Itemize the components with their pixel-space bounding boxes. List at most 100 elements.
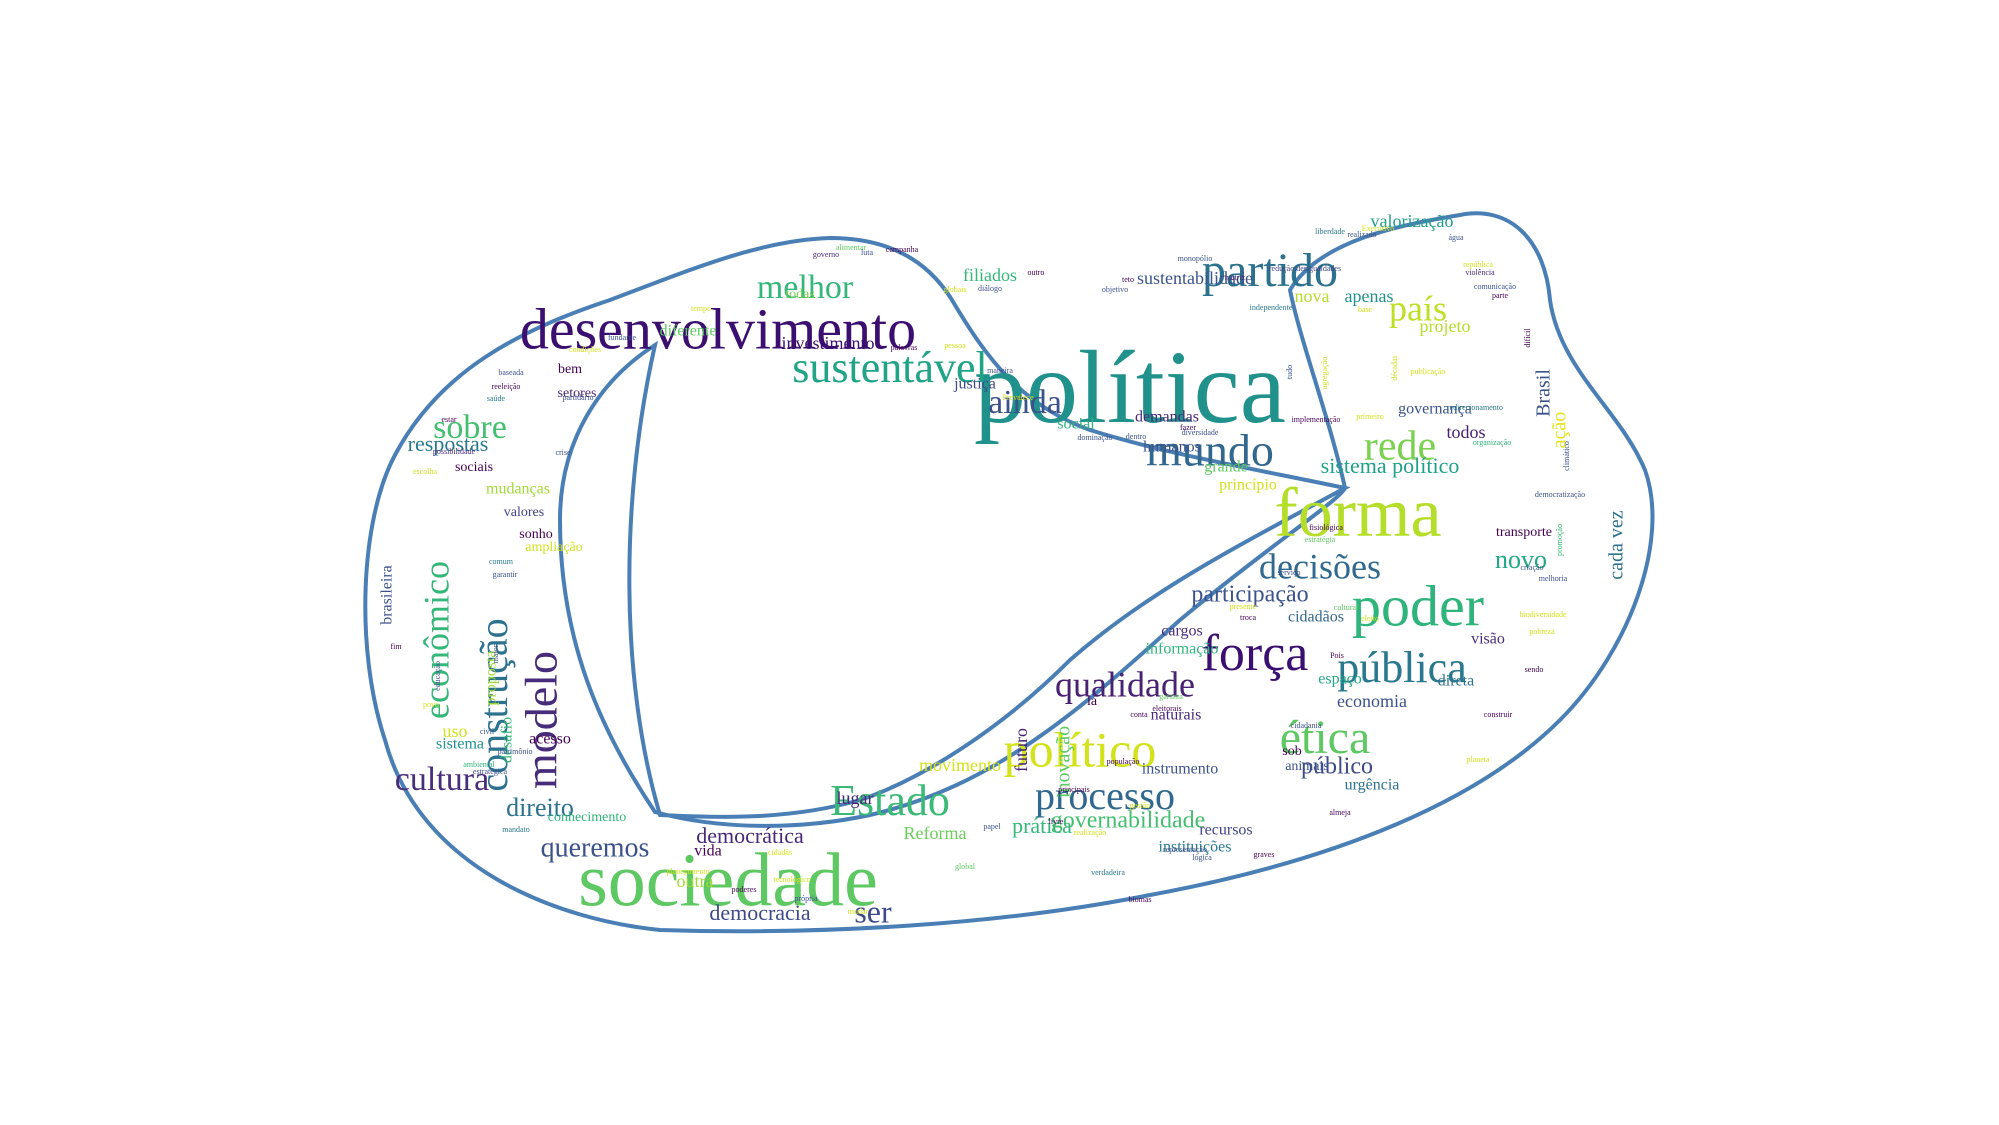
cloud-word: civil (480, 727, 495, 736)
cloud-word: diferente (660, 323, 717, 340)
cloud-word: qualidade (1055, 664, 1195, 704)
cloud-word: economia (1337, 691, 1407, 711)
cloud-word: público (1301, 754, 1373, 780)
cloud-word: animais (1285, 759, 1329, 774)
cloud-word: principais (1058, 785, 1090, 794)
cloud-word: liberdade (1315, 227, 1345, 236)
cloud-word: monopólio (1178, 254, 1213, 263)
cloud-word: gestão (1130, 801, 1150, 810)
cloud-word: sonho (519, 527, 552, 542)
cloud-word: planejamento (666, 867, 709, 876)
cloud-word: visão (1471, 631, 1505, 648)
cloud-word: república (1463, 260, 1493, 269)
cloud-word: desenvolvimento (520, 296, 916, 361)
cloud-word: mandato (502, 825, 530, 834)
cloud-word: cargos (1161, 623, 1202, 640)
cloud-word: uso (442, 721, 467, 741)
cloud-word: crise (555, 448, 571, 457)
cloud-word: primeiro (1356, 412, 1384, 421)
cloud-word: fundante (608, 333, 636, 342)
cloud-word: instrumento (1142, 761, 1218, 778)
cloud-word: conhecimento (548, 810, 627, 825)
cloud-word: democratização (1535, 490, 1585, 499)
cloud-word: base (1358, 305, 1373, 314)
cloud-word: realização (1074, 828, 1106, 837)
cloud-word: comum (489, 557, 514, 566)
cloud-word: processo (1035, 773, 1175, 818)
cloud-word: baseada (498, 368, 524, 377)
cloud-word: brasileira (379, 565, 396, 625)
cloud-word: poderes (732, 885, 757, 894)
cloud-word: diversidade (1182, 428, 1219, 437)
cloud-word: la (1087, 694, 1098, 709)
cloud-word: mundo (1146, 425, 1274, 476)
cloud-word: matriz (1225, 273, 1246, 282)
cloud-word: política (974, 330, 1286, 445)
cloud-word: Pois (1330, 651, 1344, 660)
cloud-word: construir (1484, 710, 1513, 719)
cloud-word: publicação (1411, 367, 1446, 376)
cloud-word: queremos (541, 832, 650, 863)
cloud-word: eleitorais (1152, 704, 1181, 713)
cloud-word: dentro (1126, 432, 1146, 441)
cloud-word: humanos (1143, 439, 1201, 456)
cloud-word: direito (506, 793, 574, 822)
cloud-word: ainda (988, 384, 1062, 421)
cloud-word: climático (1562, 441, 1571, 471)
cloud-word: melhor (757, 269, 854, 306)
cloud-word: respostas (408, 431, 489, 456)
cloud-word: Brasil (1533, 369, 1555, 417)
cloud-word: diálogo (978, 284, 1002, 293)
cloud-word: força (1202, 625, 1309, 682)
cloud-word: organização (1473, 438, 1512, 447)
cloud-word: participação (1191, 582, 1308, 608)
cloud-word: político (1004, 721, 1157, 777)
cloud-word: ampliação (525, 540, 583, 555)
cloud-word: democrática (696, 823, 804, 848)
cloud-word: novo (1495, 545, 1547, 574)
cloud-word: cidadania (1291, 721, 1322, 730)
cloud-word: prática (1012, 813, 1072, 838)
cloud-word: forma (1274, 475, 1441, 552)
cloud-word: futuro (1011, 728, 1031, 772)
cloud-word: implementação (1292, 415, 1341, 424)
cloud-word: Reforma (904, 823, 967, 843)
cloud-word: sob (1282, 744, 1301, 759)
cloud-word: parte (1492, 291, 1508, 300)
cloud-word: estratégia (1305, 535, 1336, 544)
cloud-word: reeleição (492, 382, 521, 391)
cloud-word: condições (569, 345, 601, 354)
cloud-word: teto (1122, 275, 1134, 284)
cloud-word: serviço (1277, 568, 1300, 577)
cloud-word: Executivo (1362, 224, 1394, 233)
cloud-outline (363, 211, 1655, 934)
cloud-word: valorização (1371, 211, 1454, 231)
cloud-word: palavras (891, 343, 918, 352)
cloud-word: mudanças (486, 481, 550, 498)
cloud-word: população (1107, 757, 1140, 766)
cloud-word: ética (1280, 711, 1371, 764)
cloud-word: governo (813, 250, 839, 259)
cloud-word: proposta (483, 650, 500, 705)
cloud-word: cada vez (1606, 510, 1628, 580)
cloud-word: tudo (1285, 365, 1294, 379)
cloud-word: maneira (987, 366, 1013, 375)
cloud-word: país (1389, 288, 1447, 328)
cloud-word: água (1448, 233, 1464, 242)
cloud-word: setores (558, 386, 597, 401)
cloud-word: presente (1230, 602, 1257, 611)
cloud-word: inovação (1053, 726, 1075, 798)
cloud-word: fazer (1180, 423, 1196, 432)
cloud-word: todos (1446, 422, 1485, 442)
cloud-word: povo (423, 700, 439, 709)
cloud-word: naturais (1151, 707, 1202, 724)
cloud-word: recursos (1199, 822, 1252, 839)
cloud-word: urgência (1345, 777, 1400, 794)
cloud-word: globais (943, 285, 966, 294)
cloud-word: sistema político (1321, 453, 1460, 478)
cloud-word: sistema (436, 736, 484, 753)
cloud-word: econômico (416, 561, 456, 719)
cloud-word: agregação (1320, 357, 1329, 389)
cloud-word: acesso (529, 731, 571, 748)
cloud-word: bem (558, 362, 582, 377)
